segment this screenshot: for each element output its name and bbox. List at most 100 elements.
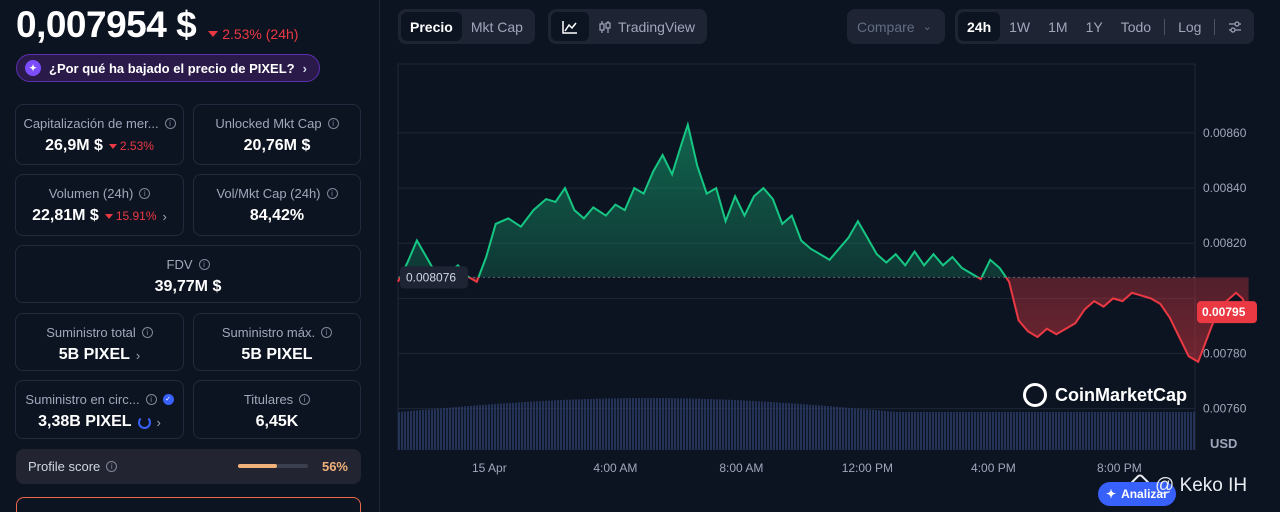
volume-bar xyxy=(488,404,490,450)
volume-bar xyxy=(650,398,652,450)
volume-bar xyxy=(701,398,703,450)
volume-bar xyxy=(761,401,763,450)
volume-bar xyxy=(716,399,718,450)
volume-bar xyxy=(1133,412,1135,450)
verified-check-icon: ✓ xyxy=(162,394,174,405)
volume-bar xyxy=(1181,412,1183,450)
volume-bar xyxy=(824,405,826,450)
info-icon[interactable]: i xyxy=(299,394,311,405)
volume-bar xyxy=(788,403,790,450)
info-icon[interactable]: i xyxy=(326,188,338,199)
volume-bar xyxy=(524,402,526,450)
circ-supply-card[interactable]: Suministro en circ... i ✓ 3,38B PIXEL › xyxy=(15,380,184,439)
volume-bar xyxy=(1127,412,1129,450)
volume-label: Volumen (24h) xyxy=(48,186,134,201)
info-icon[interactable]: i xyxy=(164,118,176,129)
volume-bar xyxy=(812,404,814,450)
range-all[interactable]: Todo xyxy=(1120,18,1152,35)
compare-dropdown[interactable]: Compare ⌄ xyxy=(847,9,945,44)
volume-bar xyxy=(665,398,667,450)
ai-sparkle-icon: ✦ xyxy=(25,60,41,76)
volume-bar xyxy=(929,412,931,450)
chart-settings-button[interactable] xyxy=(1219,12,1251,41)
range-24h[interactable]: 24h xyxy=(958,12,1001,41)
tab-mkt-cap[interactable]: Mkt Cap xyxy=(470,18,523,35)
x-tick-label: 4:00 PM xyxy=(971,461,1016,475)
volume-bar xyxy=(818,405,820,450)
profile-score-bar xyxy=(238,464,308,468)
line-chart-button[interactable] xyxy=(551,12,589,41)
volume-bar xyxy=(965,412,967,450)
triangle-down-icon xyxy=(208,31,219,37)
tradingview-button[interactable]: TradingView xyxy=(589,12,704,41)
volume-bar xyxy=(782,402,784,450)
volume-bar xyxy=(908,412,910,450)
baseline-tag-bg xyxy=(400,266,468,289)
volume-bar xyxy=(671,398,673,450)
vol-mkt-cap-label: Vol/Mkt Cap (24h) xyxy=(216,186,321,201)
volume-bar xyxy=(890,411,892,450)
volume-bar xyxy=(770,402,772,450)
total-supply-label: Suministro total xyxy=(46,325,136,340)
profile-score-label: Profile score xyxy=(28,459,101,474)
volume-card[interactable]: Volumen (24h) i 22,81M $ 15.91% › xyxy=(15,174,184,236)
volume-bar xyxy=(896,411,898,450)
volume-bar xyxy=(443,408,445,450)
volume-bar xyxy=(1151,412,1153,450)
volume-bar xyxy=(950,412,952,450)
volume-bar xyxy=(593,398,595,450)
info-icon[interactable]: i xyxy=(327,118,339,129)
x-tick-label: 12:00 PM xyxy=(842,461,893,475)
total-supply-card[interactable]: Suministro total i 5B PIXEL › xyxy=(15,313,184,371)
volume-bar xyxy=(614,398,616,450)
volume-bar xyxy=(998,412,1000,450)
volume-bar xyxy=(833,406,835,450)
info-icon[interactable]: i xyxy=(106,461,118,472)
volume-bar xyxy=(947,412,949,450)
profile-score-row[interactable]: Profile score i 56% xyxy=(16,449,361,484)
volume-bar xyxy=(1115,412,1117,450)
volume-bar xyxy=(875,410,877,450)
info-icon[interactable]: i xyxy=(198,259,210,270)
vol-mkt-cap-value: 84,42% xyxy=(249,207,305,224)
tab-price[interactable]: Precio xyxy=(401,12,462,41)
volume-bar xyxy=(842,407,844,450)
log-toggle[interactable]: Log xyxy=(1178,18,1202,35)
info-icon[interactable]: i xyxy=(321,327,333,338)
price-chart[interactable]: 0.00860 0.00840 0.00820 0.00780 0.00760 15 A… xyxy=(380,50,1280,512)
volume-bar xyxy=(659,398,661,450)
volume-bar xyxy=(797,403,799,450)
bottom-action-button[interactable] xyxy=(16,497,361,512)
range-1y[interactable]: 1Y xyxy=(1085,18,1103,35)
volume-bar xyxy=(1136,412,1138,450)
volume-bar xyxy=(425,409,427,450)
volume-bar xyxy=(683,398,685,450)
fdv-card: FDV i 39,77M $ xyxy=(15,245,361,303)
price-line-down xyxy=(397,277,1250,364)
volume-bar xyxy=(1037,412,1039,450)
fdv-value: 39,77M $ xyxy=(154,278,222,295)
volume-bar xyxy=(905,412,907,450)
range-1w[interactable]: 1W xyxy=(1009,18,1031,35)
volume-bar xyxy=(725,399,727,450)
volume-bar xyxy=(458,406,460,450)
volume-bar xyxy=(638,398,640,450)
volume-bar xyxy=(476,405,478,450)
info-icon[interactable]: i xyxy=(145,394,157,405)
volume-bar xyxy=(719,399,721,450)
volume-bar xyxy=(827,406,829,450)
info-icon[interactable]: i xyxy=(141,327,153,338)
volume-bar xyxy=(860,408,862,450)
analyze-button[interactable]: ✦ Analizar xyxy=(1098,482,1176,506)
volume-bar xyxy=(1157,412,1159,450)
current-price-tag: 0.00795 xyxy=(1197,301,1257,324)
info-icon[interactable]: i xyxy=(139,188,151,199)
volume-bar xyxy=(800,404,802,450)
volume-bar xyxy=(497,403,499,450)
chart-style-tabs: TradingView xyxy=(548,9,708,44)
why-price-down-button[interactable]: ✦ ¿Por qué ha bajado el precio de PIXEL?… xyxy=(16,54,320,82)
volume-bar xyxy=(881,410,883,450)
volume-bar xyxy=(503,403,505,450)
volume-bar xyxy=(440,408,442,450)
range-1m[interactable]: 1M xyxy=(1048,18,1068,35)
